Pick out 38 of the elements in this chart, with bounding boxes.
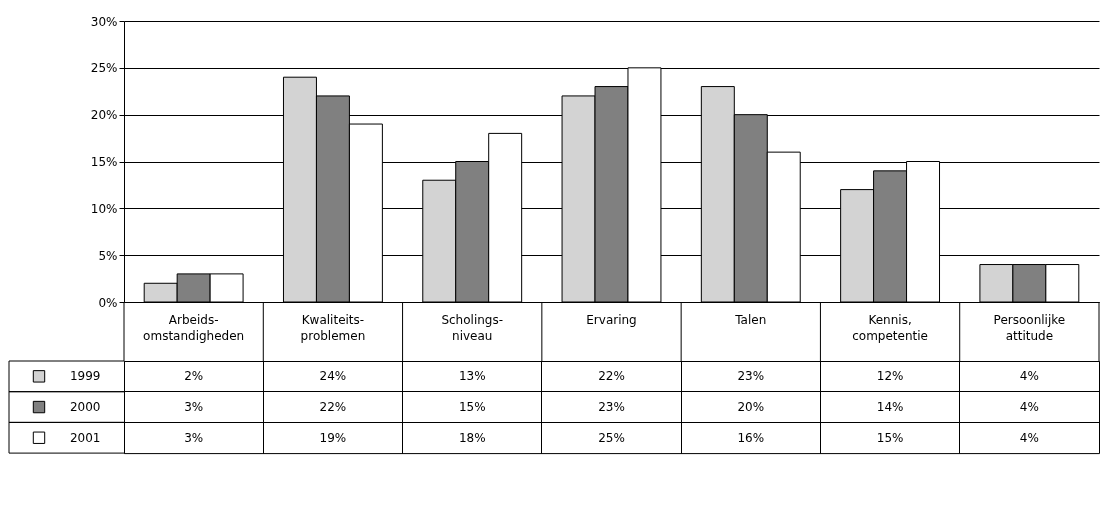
y-tick-label: 5% (98, 248, 118, 263)
legend-label: 2001 (69, 430, 101, 445)
data-label: 2% (184, 369, 204, 384)
data-label: 15% (458, 400, 486, 415)
y-tick-label: 15% (90, 155, 118, 169)
legend-label: 1999 (69, 369, 101, 384)
y-tick-label: 20% (90, 108, 118, 123)
y-tick-label: 25% (90, 61, 118, 76)
data-label: 4% (1019, 369, 1039, 384)
data-label: 14% (876, 400, 904, 415)
data-label: 23% (737, 369, 765, 384)
data-label: 16% (737, 430, 765, 445)
data-label: 3% (184, 430, 204, 445)
x-tick-label: Arbeids- omstandigheden (143, 312, 245, 343)
x-tick-label: Kennis, competentie (852, 312, 928, 343)
data-label: 13% (458, 369, 486, 384)
data-label: 15% (876, 430, 904, 445)
data-label: 22% (319, 400, 347, 415)
x-tick-label: Kwaliteits- problemen (300, 312, 366, 343)
data-label: 3% (184, 400, 204, 415)
x-tick-label: Ervaring (586, 312, 637, 327)
data-label: 4% (1019, 400, 1039, 415)
data-label: 20% (737, 400, 765, 415)
data-label: 24% (319, 369, 347, 384)
data-label: 19% (319, 430, 347, 445)
x-tick-label: Scholings- niveau (441, 312, 504, 343)
data-label: 22% (598, 369, 625, 384)
x-tick-label: Persoonlijke attitude (993, 312, 1066, 343)
y-tick-label: 10% (90, 201, 118, 216)
data-label: 23% (598, 400, 625, 415)
data-label: 12% (876, 369, 904, 384)
data-label: 25% (598, 430, 625, 445)
legend-label: 2000 (69, 400, 101, 415)
y-tick-label: 0% (98, 295, 118, 310)
y-tick-label: 30% (90, 14, 118, 29)
data-label: 18% (458, 430, 486, 445)
data-label: 4% (1019, 430, 1039, 445)
x-tick-label: Talen (734, 312, 767, 327)
